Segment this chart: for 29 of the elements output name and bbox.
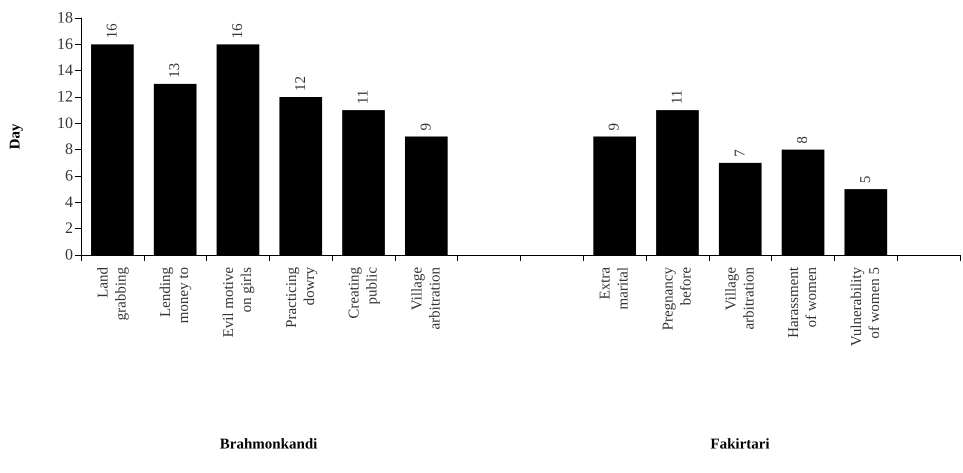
- y-tick-label: 16: [57, 36, 73, 53]
- data-label: 11: [669, 90, 686, 104]
- y-tick-label: 2: [65, 220, 73, 238]
- y-tick-label: 14: [57, 62, 73, 80]
- data-label: 16: [104, 22, 120, 38]
- y-tick-label: 6: [65, 168, 73, 184]
- x-tick-label: Land grabbing: [95, 266, 130, 320]
- text: Fakirtari: [710, 436, 770, 452]
- y-tick-label: 10: [57, 114, 73, 132]
- y-tick-label: 18: [57, 10, 73, 26]
- data-label: 9: [418, 123, 434, 130]
- x-tick-label: Creating public: [346, 266, 381, 319]
- x-tick-label: Practicing dowry: [284, 266, 318, 328]
- data-label: 5: [858, 176, 874, 184]
- data-label: 13: [167, 62, 184, 78]
- y-tick-label: 8: [65, 141, 73, 158]
- data-label: 9: [606, 123, 623, 130]
- text: Brahmonkandi: [220, 436, 318, 452]
- data-label: 12: [292, 76, 309, 91]
- data-label: 11: [356, 90, 372, 104]
- data-label: 16: [230, 22, 246, 38]
- data-label: 8: [795, 136, 812, 144]
- x-tick-label: Pregnancy before: [660, 266, 694, 330]
- x-tick-label: Extra marital: [598, 266, 632, 310]
- y-tick-label: 12: [57, 88, 73, 106]
- y-axis-title: Day: [8, 123, 24, 150]
- y-tick-label: 4: [65, 194, 73, 211]
- y-tick-label: 0: [65, 246, 73, 264]
- data-label: 7: [732, 148, 748, 157]
